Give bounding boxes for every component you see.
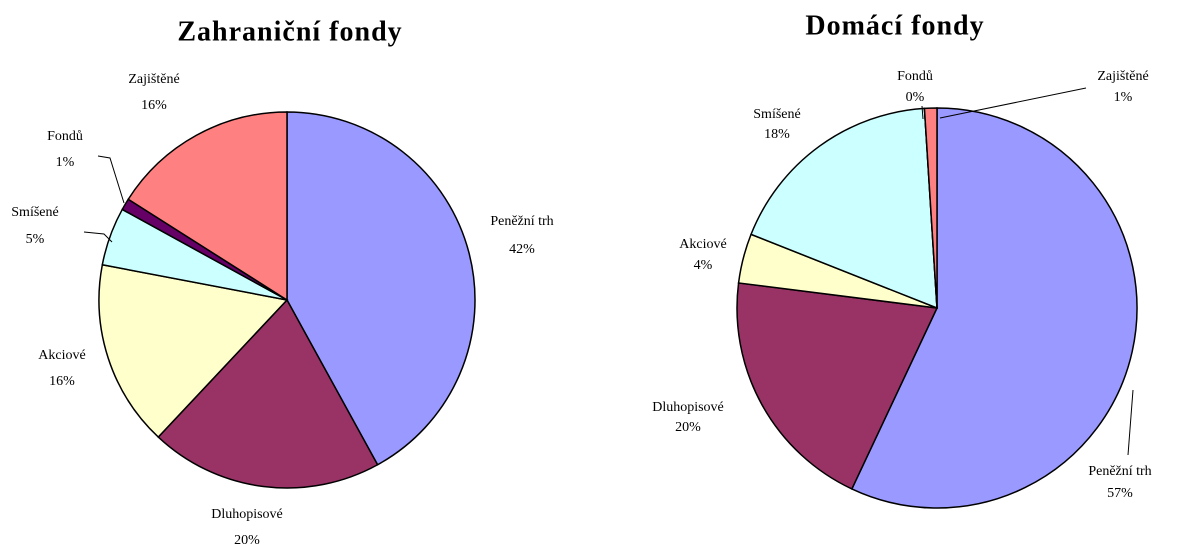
pie-slice xyxy=(157,298,379,489)
chart-title: Zahraniční fondy xyxy=(177,16,402,47)
pie-slice xyxy=(750,107,938,310)
leader-line xyxy=(939,87,1087,119)
pie-slice xyxy=(923,107,938,309)
slice-label: Zajištěné xyxy=(128,72,179,87)
slice-label: Peněžní trh xyxy=(1088,464,1151,479)
pie-slice xyxy=(286,111,476,466)
slice-label: Smíšené xyxy=(753,107,800,122)
chart-title: Domácí fondy xyxy=(805,10,984,41)
leader-line xyxy=(83,231,113,243)
slice-value-label: 20% xyxy=(234,533,260,544)
slice-value-label: 20% xyxy=(675,420,701,435)
slice-label: Dluhopisové xyxy=(652,400,724,415)
leader-line xyxy=(921,105,924,120)
slice-value-label: 18% xyxy=(764,127,790,142)
pie-slice xyxy=(850,107,1138,509)
slice-value-label: 4% xyxy=(694,258,713,273)
slice-label: Fondů xyxy=(897,69,933,84)
slice-value-label: 1% xyxy=(1114,90,1133,105)
slice-label: Peněžní trh xyxy=(490,214,553,229)
slice-value-label: 1% xyxy=(56,155,75,170)
slice-value-label: 5% xyxy=(26,232,45,247)
slice-value-label: 57% xyxy=(1107,486,1133,501)
slice-value-label: 42% xyxy=(509,242,535,257)
slice-label: Smíšené xyxy=(11,205,58,220)
slice-value-label: 16% xyxy=(141,98,167,113)
slice-label: Dluhopisové xyxy=(211,507,283,522)
leader-line xyxy=(1127,389,1134,456)
pie-slice xyxy=(736,282,939,490)
slice-value-label: 0% xyxy=(906,90,925,105)
pie-slice xyxy=(127,111,288,302)
slice-value-label: 16% xyxy=(49,374,75,389)
slice-label: Akciové xyxy=(679,237,726,252)
slice-label: Akciové xyxy=(38,348,85,363)
leader-line xyxy=(97,155,125,204)
slice-label: Zajištěné xyxy=(1097,69,1148,84)
slice-label: Fondů xyxy=(47,129,83,144)
pie-slice xyxy=(98,263,289,439)
